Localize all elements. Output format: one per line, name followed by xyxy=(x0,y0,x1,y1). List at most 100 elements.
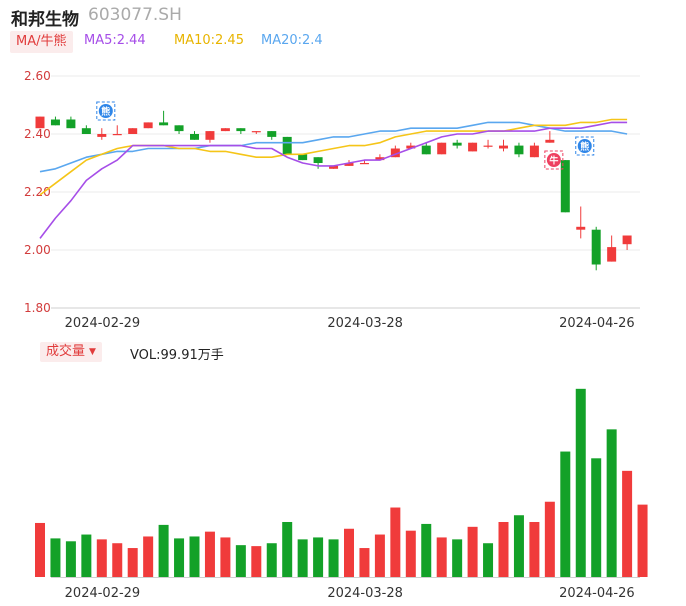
marker-label: 熊 xyxy=(580,141,589,153)
volume-bar xyxy=(606,429,617,577)
candle-body xyxy=(499,145,508,149)
marker-frame xyxy=(575,136,595,156)
candle-body xyxy=(159,122,169,126)
candle-body xyxy=(406,145,416,149)
candle-body xyxy=(298,154,308,161)
volume-bar xyxy=(266,543,277,577)
volume-bar xyxy=(560,451,571,577)
y-tick-label: 1.80 xyxy=(24,301,51,315)
candle-body xyxy=(174,125,184,132)
candle-body xyxy=(66,119,76,129)
volume-bar xyxy=(174,538,185,577)
x-tick-label: 2024-04-26 xyxy=(559,586,635,601)
stock-name: 和邦生物 xyxy=(11,10,79,30)
x-tick-label: 2024-03-28 xyxy=(327,586,403,601)
candle-body xyxy=(344,163,354,166)
marker-frame xyxy=(544,150,564,170)
volume-bar xyxy=(344,528,354,577)
x-tick-label: 2024-02-29 xyxy=(65,586,141,601)
volume-bar xyxy=(544,501,555,577)
candle-body xyxy=(97,134,107,137)
candle-body xyxy=(329,165,339,169)
marker-label: 牛 xyxy=(549,155,558,167)
ma10-legend: MA10:2.45 xyxy=(174,33,244,48)
candle-body xyxy=(251,131,261,133)
volume-bar xyxy=(498,521,509,577)
volume-bar xyxy=(65,541,76,577)
volume-bar xyxy=(251,546,262,577)
candle-body xyxy=(468,142,478,152)
y-tick-label: 2.00 xyxy=(24,243,51,257)
volume-bar xyxy=(189,536,200,577)
volume-bar xyxy=(483,543,494,577)
candle-body xyxy=(529,145,539,158)
volume-bar xyxy=(421,523,432,577)
candle-body xyxy=(622,235,632,245)
candle-body xyxy=(50,119,60,126)
y-tick-label: 2.20 xyxy=(24,185,51,199)
price-chart[interactable]: 2.60 2.40 2.20 2.00 1.80 2024-02-29 2024-03-28… xyxy=(0,0,686,335)
x-tick-label: 2024-03-28 xyxy=(327,316,403,331)
volume-bar xyxy=(112,543,123,577)
marker-label: 熊 xyxy=(101,106,110,118)
candle-body xyxy=(35,116,45,129)
candle-body xyxy=(560,160,570,213)
candle-body xyxy=(81,128,91,134)
volume-bar xyxy=(96,539,107,577)
candle-body xyxy=(128,128,138,134)
volume-bar xyxy=(50,538,61,577)
volume-bar xyxy=(452,539,463,577)
volume-value: VOL:99.91万手 xyxy=(130,348,224,363)
candle-body xyxy=(236,128,246,132)
y-tick-label: 2.60 xyxy=(24,69,51,83)
volume-chart[interactable]: 2024-02-29 2024-03-28 2024-04-26 xyxy=(0,360,686,606)
marker-badge xyxy=(577,139,592,153)
marker-badge xyxy=(98,104,113,118)
volume-bar xyxy=(35,522,45,577)
x-tick-label: 2024-02-29 xyxy=(65,316,141,331)
volume-bar xyxy=(204,531,215,577)
volume-bar xyxy=(529,521,540,577)
bull-marker-icon: 牛 xyxy=(544,150,564,170)
candle-body xyxy=(220,128,230,132)
volume-bar xyxy=(359,548,370,577)
marker-frame xyxy=(96,101,116,121)
candle-body xyxy=(375,157,385,161)
candle-body xyxy=(452,142,462,146)
candle-body xyxy=(112,134,122,136)
volume-bar xyxy=(158,524,169,577)
candle-body xyxy=(483,145,493,147)
candle-body xyxy=(545,139,555,143)
volume-bar xyxy=(313,537,324,577)
bear-marker-icon: 熊 xyxy=(575,136,595,156)
candle-body xyxy=(313,157,323,163)
y-tick-label: 2.40 xyxy=(24,127,51,141)
volume-bar xyxy=(81,534,92,577)
volume-bar xyxy=(513,515,524,577)
volume-bar xyxy=(297,539,308,577)
volume-bar xyxy=(235,545,246,577)
ma20-legend: MA20:2.4 xyxy=(261,33,323,48)
ma5-legend: MA5:2.44 xyxy=(84,33,146,48)
volume-bar xyxy=(637,504,648,577)
candle-body xyxy=(205,131,215,140)
volume-bar xyxy=(374,534,385,577)
volume-bar xyxy=(575,388,586,577)
candle-body xyxy=(282,136,292,155)
volume-bar xyxy=(622,470,633,577)
ma20-line xyxy=(39,121,628,173)
volume-bar xyxy=(328,539,339,577)
candle-body xyxy=(390,148,400,158)
candle-body xyxy=(267,131,277,137)
candle-body xyxy=(576,226,586,230)
volume-indicator-selector[interactable]: 成交量 ▼ xyxy=(40,342,102,362)
x-tick-label: 2024-04-26 xyxy=(559,316,635,331)
ma-mode-selector[interactable]: MA/牛熊 xyxy=(10,31,73,53)
candle-body xyxy=(514,145,524,155)
volume-bar xyxy=(282,521,293,577)
candle-body xyxy=(591,229,601,265)
volume-bar xyxy=(127,548,138,577)
ma5-line xyxy=(39,121,628,239)
candle-body xyxy=(607,247,617,262)
candle-body xyxy=(143,122,153,129)
